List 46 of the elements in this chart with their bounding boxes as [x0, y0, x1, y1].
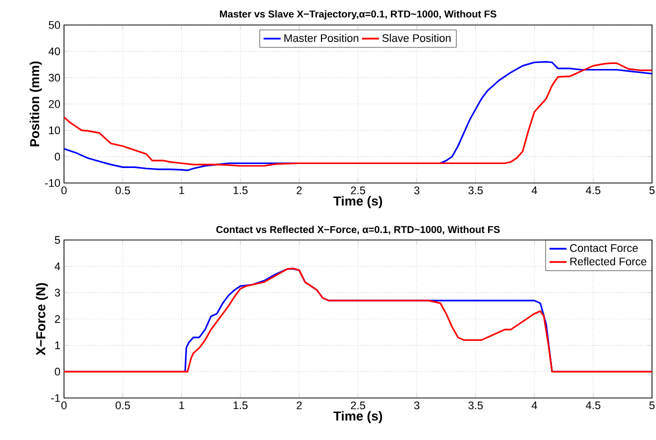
y-tick-label: -1 [51, 394, 60, 402]
legend-label: Contact Force [570, 244, 638, 252]
legend-label: Slave Position [382, 34, 451, 42]
x-tick-label: 3 [414, 402, 420, 410]
y-tick-label: 0 [54, 368, 60, 376]
x-tick-label: 1 [179, 402, 184, 410]
x-tick-label: 3 [414, 186, 420, 194]
y-axis-title: X−Force (N) [36, 283, 48, 356]
x-tick-label: 0.5 [116, 402, 130, 410]
x-tick-label: 2.5 [350, 402, 366, 410]
y-tick-label: 10 [49, 126, 60, 134]
legend-label: Reflected Force [570, 257, 646, 266]
y-tick-label: 2 [54, 315, 60, 323]
x-tick-label: 4 [532, 402, 538, 410]
y-tick-label: 40 [48, 47, 60, 56]
x-tick-label: 2 [296, 402, 302, 410]
y-tick-label: 0 [54, 152, 60, 161]
x-tick-label: 2 [296, 186, 302, 194]
y-tick-label: -10 [45, 179, 60, 187]
y-tick-label: 5 [54, 236, 60, 244]
x-tick-label: 3.5 [468, 402, 483, 410]
chart-title: Contact vs Reflected X−Force, α=0.1, RTD~1000, Without FS [216, 226, 500, 234]
x-tick-label: 4.5 [586, 186, 600, 194]
legend-label: Master Position [284, 34, 358, 42]
x-tick-label: 0.5 [116, 186, 130, 194]
y-tick-label: 30 [48, 74, 60, 82]
x-tick-label: 5 [649, 402, 655, 410]
x-tick-label: 1.5 [234, 186, 248, 194]
x-tick-label: 4.5 [586, 402, 600, 410]
y-tick-label: 50 [48, 21, 60, 29]
x-tick-label: 2.5 [350, 186, 366, 194]
chart-title: Master vs Slave X−Trajectory,α=0.1, RTD~1000, Without FS [220, 10, 496, 20]
y-tick-label: 20 [48, 100, 60, 108]
x-tick-label: 5 [649, 186, 655, 194]
y-tick-label: 3 [54, 288, 60, 297]
x-tick-label: 1 [179, 186, 184, 194]
y-tick-label: 1 [55, 342, 60, 350]
x-axis-title: Time (s) [333, 196, 382, 208]
x-tick-label: 3.5 [468, 186, 483, 194]
x-tick-label: 4 [532, 186, 538, 194]
x-axis-title: Time (s) [333, 411, 382, 424]
y-tick-label: 4 [54, 262, 60, 270]
x-tick-label: 0 [61, 402, 67, 410]
x-tick-label: 1.5 [234, 402, 248, 410]
x-tick-label: 0 [61, 186, 67, 194]
y-axis-title: Position (mm) [30, 61, 42, 146]
